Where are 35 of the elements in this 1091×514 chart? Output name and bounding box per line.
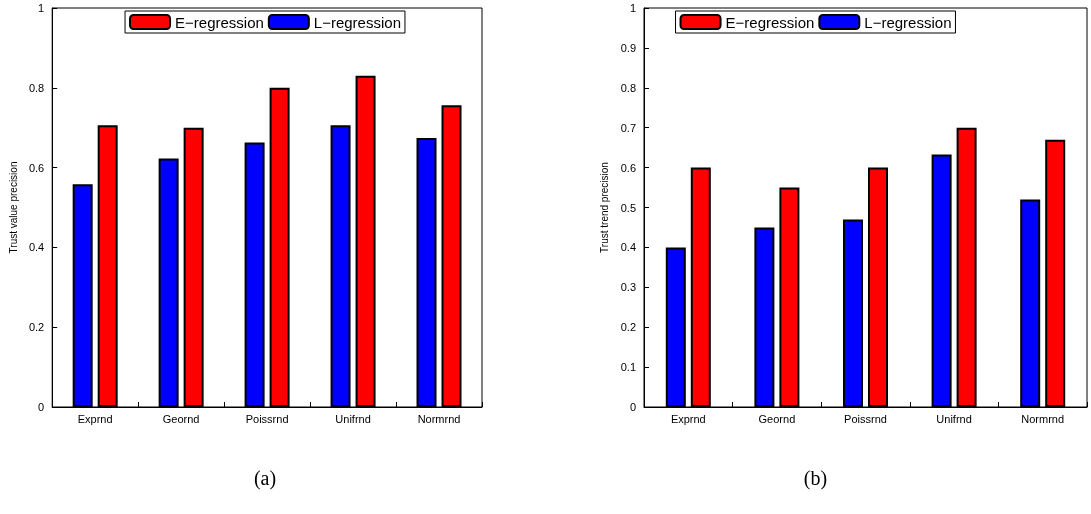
y-tick-label: 0.8 (28, 81, 45, 94)
y-tick-label: 0.6 (620, 161, 636, 174)
x-tick-label: Geornd (758, 412, 796, 425)
y-tick-label: 1 (629, 2, 636, 14)
y-tick-label: 0.2 (620, 321, 636, 334)
x-tick-label: Exprnd (77, 412, 113, 425)
y-tick-label: 0.1 (620, 361, 636, 374)
x-tick-label: Unifrnd (936, 412, 972, 425)
y-tick-label: 0.5 (620, 201, 636, 214)
y-tick-label: 0 (38, 401, 45, 413)
y-tick-label: 0.3 (620, 281, 636, 294)
y-tick-label: 0.9 (620, 41, 636, 54)
x-tick-label: Exprnd (670, 412, 706, 425)
y-tick-label: 1 (38, 2, 45, 14)
x-tick-label: Poissrnd (245, 412, 289, 425)
y-tick-label: 0.4 (620, 241, 636, 254)
legend-label: E−regression (725, 13, 815, 31)
text: (a) (253, 467, 277, 490)
x-tick-label: Poissrnd (844, 412, 887, 425)
x-tick-label: Geornd (162, 412, 200, 425)
x-tick-label: Normrnd (417, 412, 461, 425)
x-tick-label: Normrnd (1021, 412, 1065, 425)
y-tick-label: 0.4 (28, 241, 45, 254)
legend-label: L−regression (864, 13, 952, 31)
y-tick-label: 0.7 (620, 121, 636, 134)
y-tick-label: 0.2 (28, 321, 45, 334)
y-axis-title: Trust trend precision (599, 162, 611, 253)
x-tick-label: Unifrnd (335, 412, 371, 425)
legend-label: E−regression (175, 13, 264, 31)
y-tick-label: 0.8 (620, 81, 636, 94)
text: (b) (803, 467, 828, 490)
y-axis-title: Trust value precision (7, 161, 19, 254)
y-tick-label: 0 (629, 401, 636, 413)
y-tick-label: 0.6 (28, 161, 45, 174)
legend-label: L−regression (313, 13, 401, 31)
